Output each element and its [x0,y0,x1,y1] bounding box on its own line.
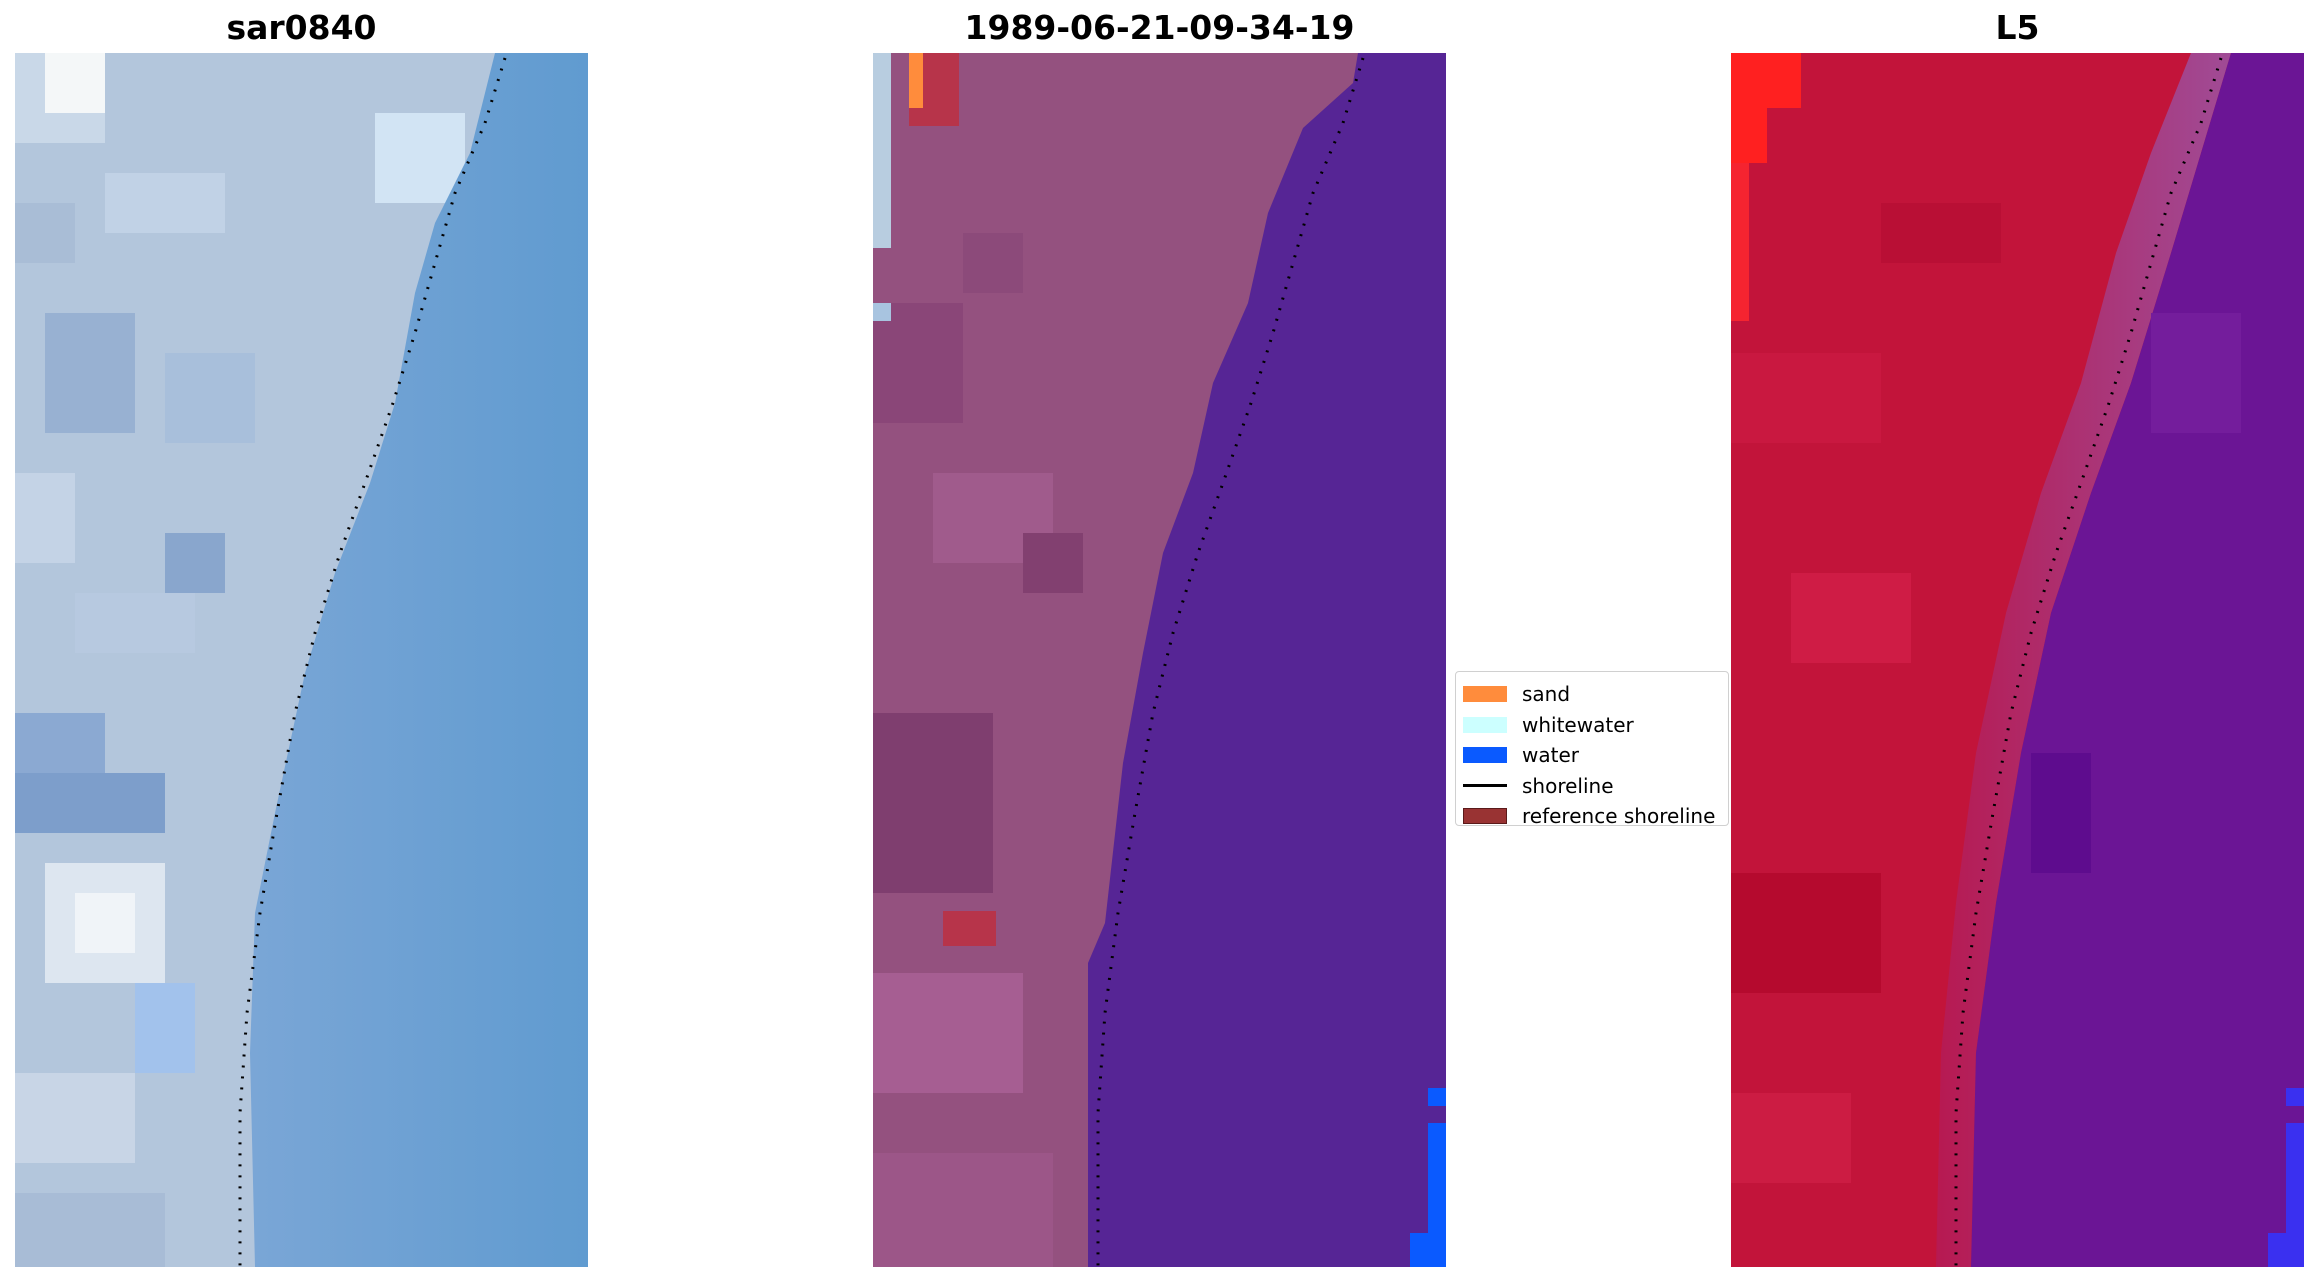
index-image-panel [1731,53,2304,1267]
panel-title-index: L5 [1995,8,2040,47]
classified-image [873,53,1446,1267]
reference-shoreline-swatch [1463,808,1507,825]
panel-title-rgb: sar0840 [226,8,377,47]
legend: sand whitewater water shoreline referenc… [1455,671,1729,828]
legend-item-water: water [1456,740,1728,771]
rgb-image-panel [15,53,588,1267]
index-image [1731,53,2304,1267]
shoreline-line-swatch [1463,784,1507,788]
legend-item-reference-shoreline: reference shoreline [1456,801,1728,832]
legend-label-water: water [1522,743,1579,768]
whitewater-swatch [1463,716,1507,733]
legend-item-shoreline: shoreline [1456,771,1728,802]
legend-label-sand: sand [1522,682,1571,707]
panel-title-classified: 1989-06-21-09-34-19 [964,8,1355,47]
classified-image-panel [873,53,1446,1267]
legend-item-whitewater: whitewater [1456,710,1728,741]
sand-swatch [1463,686,1507,703]
legend-label-whitewater: whitewater [1522,712,1634,737]
water-swatch [1463,747,1507,764]
legend-item-sand: sand [1456,679,1728,710]
rgb-image [15,53,588,1267]
legend-label-reference-shoreline: reference shoreline [1522,804,1716,829]
legend-label-shoreline: shoreline [1522,773,1614,798]
